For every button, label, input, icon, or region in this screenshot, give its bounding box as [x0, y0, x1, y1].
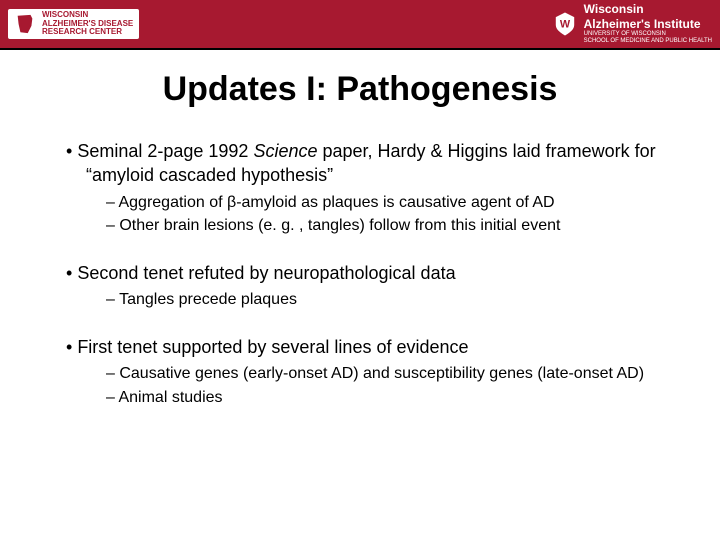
bullet-1-sub-1: Aggregation of β-amyloid as plaques is c… [50, 192, 670, 214]
bullet-3-sub-1: Causative genes (early-onset AD) and sus… [50, 363, 670, 385]
crest-icon: W [552, 11, 578, 37]
slide-content: Updates I: Pathogenesis Seminal 2-page 1… [0, 50, 720, 408]
bullet-2-sub-1: Tangles precede plaques [50, 289, 670, 311]
bullet-1-pre: Seminal 2-page 1992 [77, 141, 253, 161]
logo-left: WISCONSIN ALZHEIMER'S DISEASE RESEARCH C… [8, 9, 139, 39]
bullet-3: First tenet supported by several lines o… [50, 335, 670, 359]
slide-title: Updates I: Pathogenesis [50, 70, 670, 109]
logo-right-title1: Wisconsin [584, 2, 644, 16]
bullet-1: Seminal 2-page 1992 Science paper, Hardy… [50, 139, 670, 188]
bullet-2: Second tenet refuted by neuropathologica… [50, 261, 670, 285]
header-bar: WISCONSIN ALZHEIMER'S DISEASE RESEARCH C… [0, 0, 720, 48]
bullet-3-sub-2: Animal studies [50, 387, 670, 409]
wisconsin-map-icon [14, 13, 36, 35]
logo-left-line3: RESEARCH CENTER [42, 28, 133, 37]
logo-right-sub1: UNIVERSITY OF WISCONSIN [584, 31, 712, 38]
bullet-1-italic: Science [253, 141, 317, 161]
svg-text:W: W [560, 18, 571, 30]
bullet-list: Seminal 2-page 1992 Science paper, Hardy… [50, 139, 670, 408]
logo-right: W Wisconsin Alzheimer's Institute UNIVER… [552, 2, 712, 45]
logo-right-title2: Alzheimer's Institute [584, 17, 701, 31]
bullet-1-sub-2: Other brain lesions (e. g. , tangles) fo… [50, 215, 670, 237]
logo-right-sub2: SCHOOL OF MEDICINE AND PUBLIC HEALTH [584, 38, 712, 45]
